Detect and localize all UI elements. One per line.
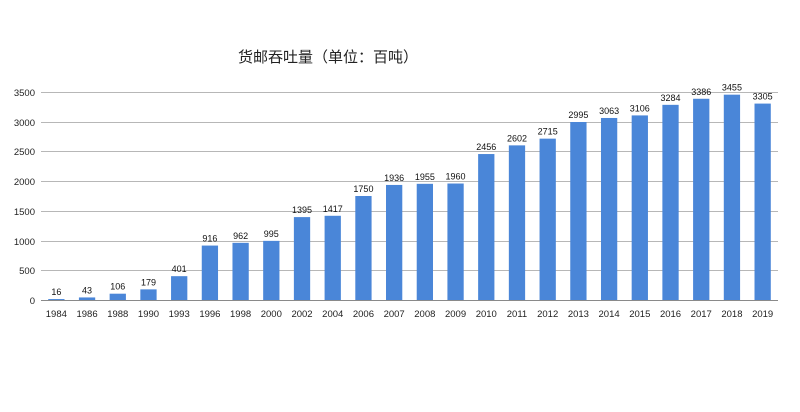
x-tick-label: 2011 (507, 309, 527, 320)
bar (386, 184, 403, 300)
x-tick-label: 1998 (230, 309, 251, 320)
data-label: 3063 (599, 106, 619, 116)
y-tick-label: 2000 (14, 177, 35, 188)
bars (48, 94, 771, 301)
bar (416, 183, 433, 300)
y-tick-label: 1500 (14, 207, 35, 218)
x-tick-label: 1990 (138, 309, 159, 320)
y-axis-ticks: 0 500 1000 1500 2000 2500 3000 3500 (14, 88, 35, 307)
x-tick-label: 1986 (76, 309, 97, 320)
bar (263, 240, 280, 300)
bar (600, 117, 618, 300)
x-tick-label: 2012 (537, 309, 558, 320)
bar (171, 276, 188, 300)
gridlines (41, 92, 778, 301)
data-label: 3386 (691, 87, 711, 97)
x-tick-label: 1984 (46, 309, 67, 320)
chart-title: 货邮吞吐量（单位：百吨） (238, 48, 418, 66)
x-axis-ticks: 1984 1986 1988 1990 1993 1996 1998 2000 2002 2004… (46, 309, 773, 320)
x-tick-label: 1988 (107, 309, 128, 320)
data-label: 2995 (568, 110, 588, 120)
data-label: 106 (110, 282, 125, 292)
y-tick-label: 0 (30, 296, 35, 307)
x-tick-label: 2018 (721, 309, 742, 320)
data-label: 3106 (630, 103, 650, 113)
bar (723, 94, 741, 300)
data-label: 1960 (446, 172, 466, 182)
x-tick-label: 2004 (322, 309, 343, 320)
bar (662, 104, 679, 300)
bar (232, 242, 249, 300)
bar (447, 183, 464, 300)
bar (48, 299, 65, 300)
data-label: 3455 (722, 83, 742, 93)
x-tick-label: 2006 (353, 309, 374, 320)
bar (631, 115, 648, 300)
y-tick-label: 500 (19, 266, 35, 277)
data-label: 2715 (538, 127, 558, 137)
bar (140, 289, 157, 300)
x-tick-label: 2002 (291, 309, 312, 320)
data-label: 43 (82, 285, 92, 295)
data-label: 16 (51, 287, 61, 297)
data-label: 962 (233, 231, 248, 241)
bar (78, 297, 96, 300)
data-label: 1750 (353, 184, 373, 194)
bar (293, 217, 311, 300)
data-label: 1395 (292, 205, 312, 215)
y-tick-label: 2500 (14, 147, 35, 158)
x-tick-label: 2009 (445, 309, 466, 320)
data-label: 1936 (384, 173, 404, 183)
bar (201, 245, 219, 300)
data-label: 2456 (476, 142, 496, 152)
bar (508, 145, 526, 300)
x-tick-label: 2016 (660, 309, 681, 320)
x-tick-label: 2013 (568, 309, 589, 320)
data-label: 3284 (661, 93, 681, 103)
x-tick-label: 1993 (169, 309, 190, 320)
x-tick-label: 2017 (691, 309, 712, 320)
data-label: 3305 (753, 92, 773, 102)
data-label: 995 (264, 229, 279, 239)
data-label: 1955 (415, 172, 435, 182)
y-tick-label: 1000 (14, 237, 35, 248)
x-tick-label: 2014 (599, 309, 620, 320)
bar (478, 154, 495, 300)
x-tick-label: 2010 (476, 309, 497, 320)
x-tick-label: 1996 (199, 309, 220, 320)
x-tick-label: 2015 (629, 309, 650, 320)
bar (324, 215, 341, 300)
x-tick-label: 2007 (384, 309, 405, 320)
x-tick-label: 2008 (414, 309, 435, 320)
y-tick-label: 3000 (14, 118, 35, 129)
bar (355, 196, 372, 300)
x-tick-label: 2019 (752, 309, 773, 320)
data-label: 1417 (323, 204, 343, 214)
bar (754, 103, 771, 300)
y-tick-label: 3500 (14, 88, 35, 99)
x-tick-label: 2000 (261, 309, 282, 320)
data-label: 179 (141, 277, 156, 287)
data-label: 2602 (507, 133, 527, 143)
bar (539, 138, 556, 300)
bar (693, 98, 710, 301)
bar (109, 293, 126, 300)
data-label: 401 (172, 264, 187, 274)
data-labels: 16 43 106 179 401 916 962 995 1395 1417 1750 1936 19… (51, 83, 772, 297)
bar (570, 122, 587, 300)
data-label: 916 (202, 234, 217, 244)
